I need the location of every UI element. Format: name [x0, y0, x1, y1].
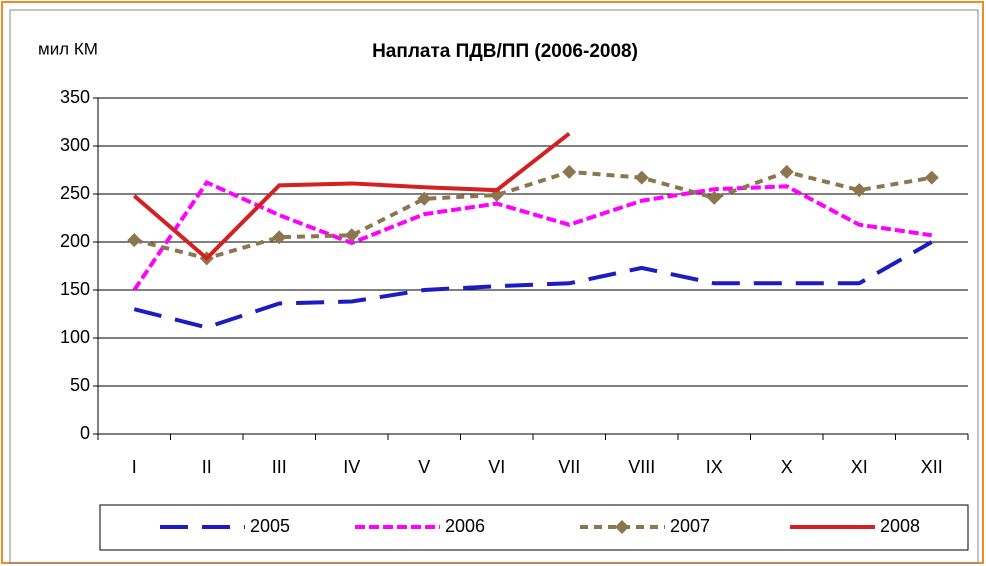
marker	[779, 164, 794, 179]
y-tick-label: 150	[60, 279, 90, 299]
x-tick-label: XI	[851, 457, 868, 477]
y-tick-label: 200	[60, 231, 90, 251]
x-tick-label: IX	[706, 457, 723, 477]
line	[133, 169, 933, 261]
legend-label: 2006	[445, 516, 485, 536]
legend-label: 2005	[250, 516, 290, 536]
marker	[924, 170, 939, 185]
x-tick-label: XII	[921, 457, 943, 477]
marker	[417, 191, 432, 206]
y-tick-label: 50	[70, 375, 90, 395]
line	[132, 131, 571, 262]
chart-border	[9, 9, 979, 564]
marker	[272, 230, 287, 245]
y-tick-label: 100	[60, 327, 90, 347]
marker	[634, 170, 649, 185]
x-tick-label: VIII	[628, 457, 655, 477]
line	[132, 179, 933, 292]
x-tick-label: V	[418, 457, 430, 477]
x-tick-label: III	[272, 457, 287, 477]
line	[133, 240, 933, 330]
x-tick-label: VI	[488, 457, 505, 477]
x-tick-label: IV	[343, 457, 360, 477]
y-tick-label: 0	[80, 423, 90, 443]
marker	[344, 228, 359, 243]
marker	[707, 190, 722, 205]
marker	[852, 183, 867, 198]
y-tick-label: 350	[60, 87, 90, 107]
y-tick-label: 300	[60, 135, 90, 155]
legend-box	[99, 504, 969, 551]
x-tick-label: I	[132, 457, 137, 477]
y-axis-unit: мил КМ	[38, 39, 98, 58]
legend-label: 2007	[670, 516, 710, 536]
marker	[562, 164, 577, 179]
chart-title: Наплата ПДВ/ПП (2006-2008)	[372, 41, 638, 62]
x-tick-label: X	[781, 457, 793, 477]
marker	[127, 233, 142, 248]
y-tick-label: 250	[60, 183, 90, 203]
legend-label: 2008	[880, 516, 920, 536]
legend-marker	[615, 520, 629, 534]
x-tick-label: II	[202, 457, 212, 477]
x-tick-label: VII	[558, 457, 580, 477]
